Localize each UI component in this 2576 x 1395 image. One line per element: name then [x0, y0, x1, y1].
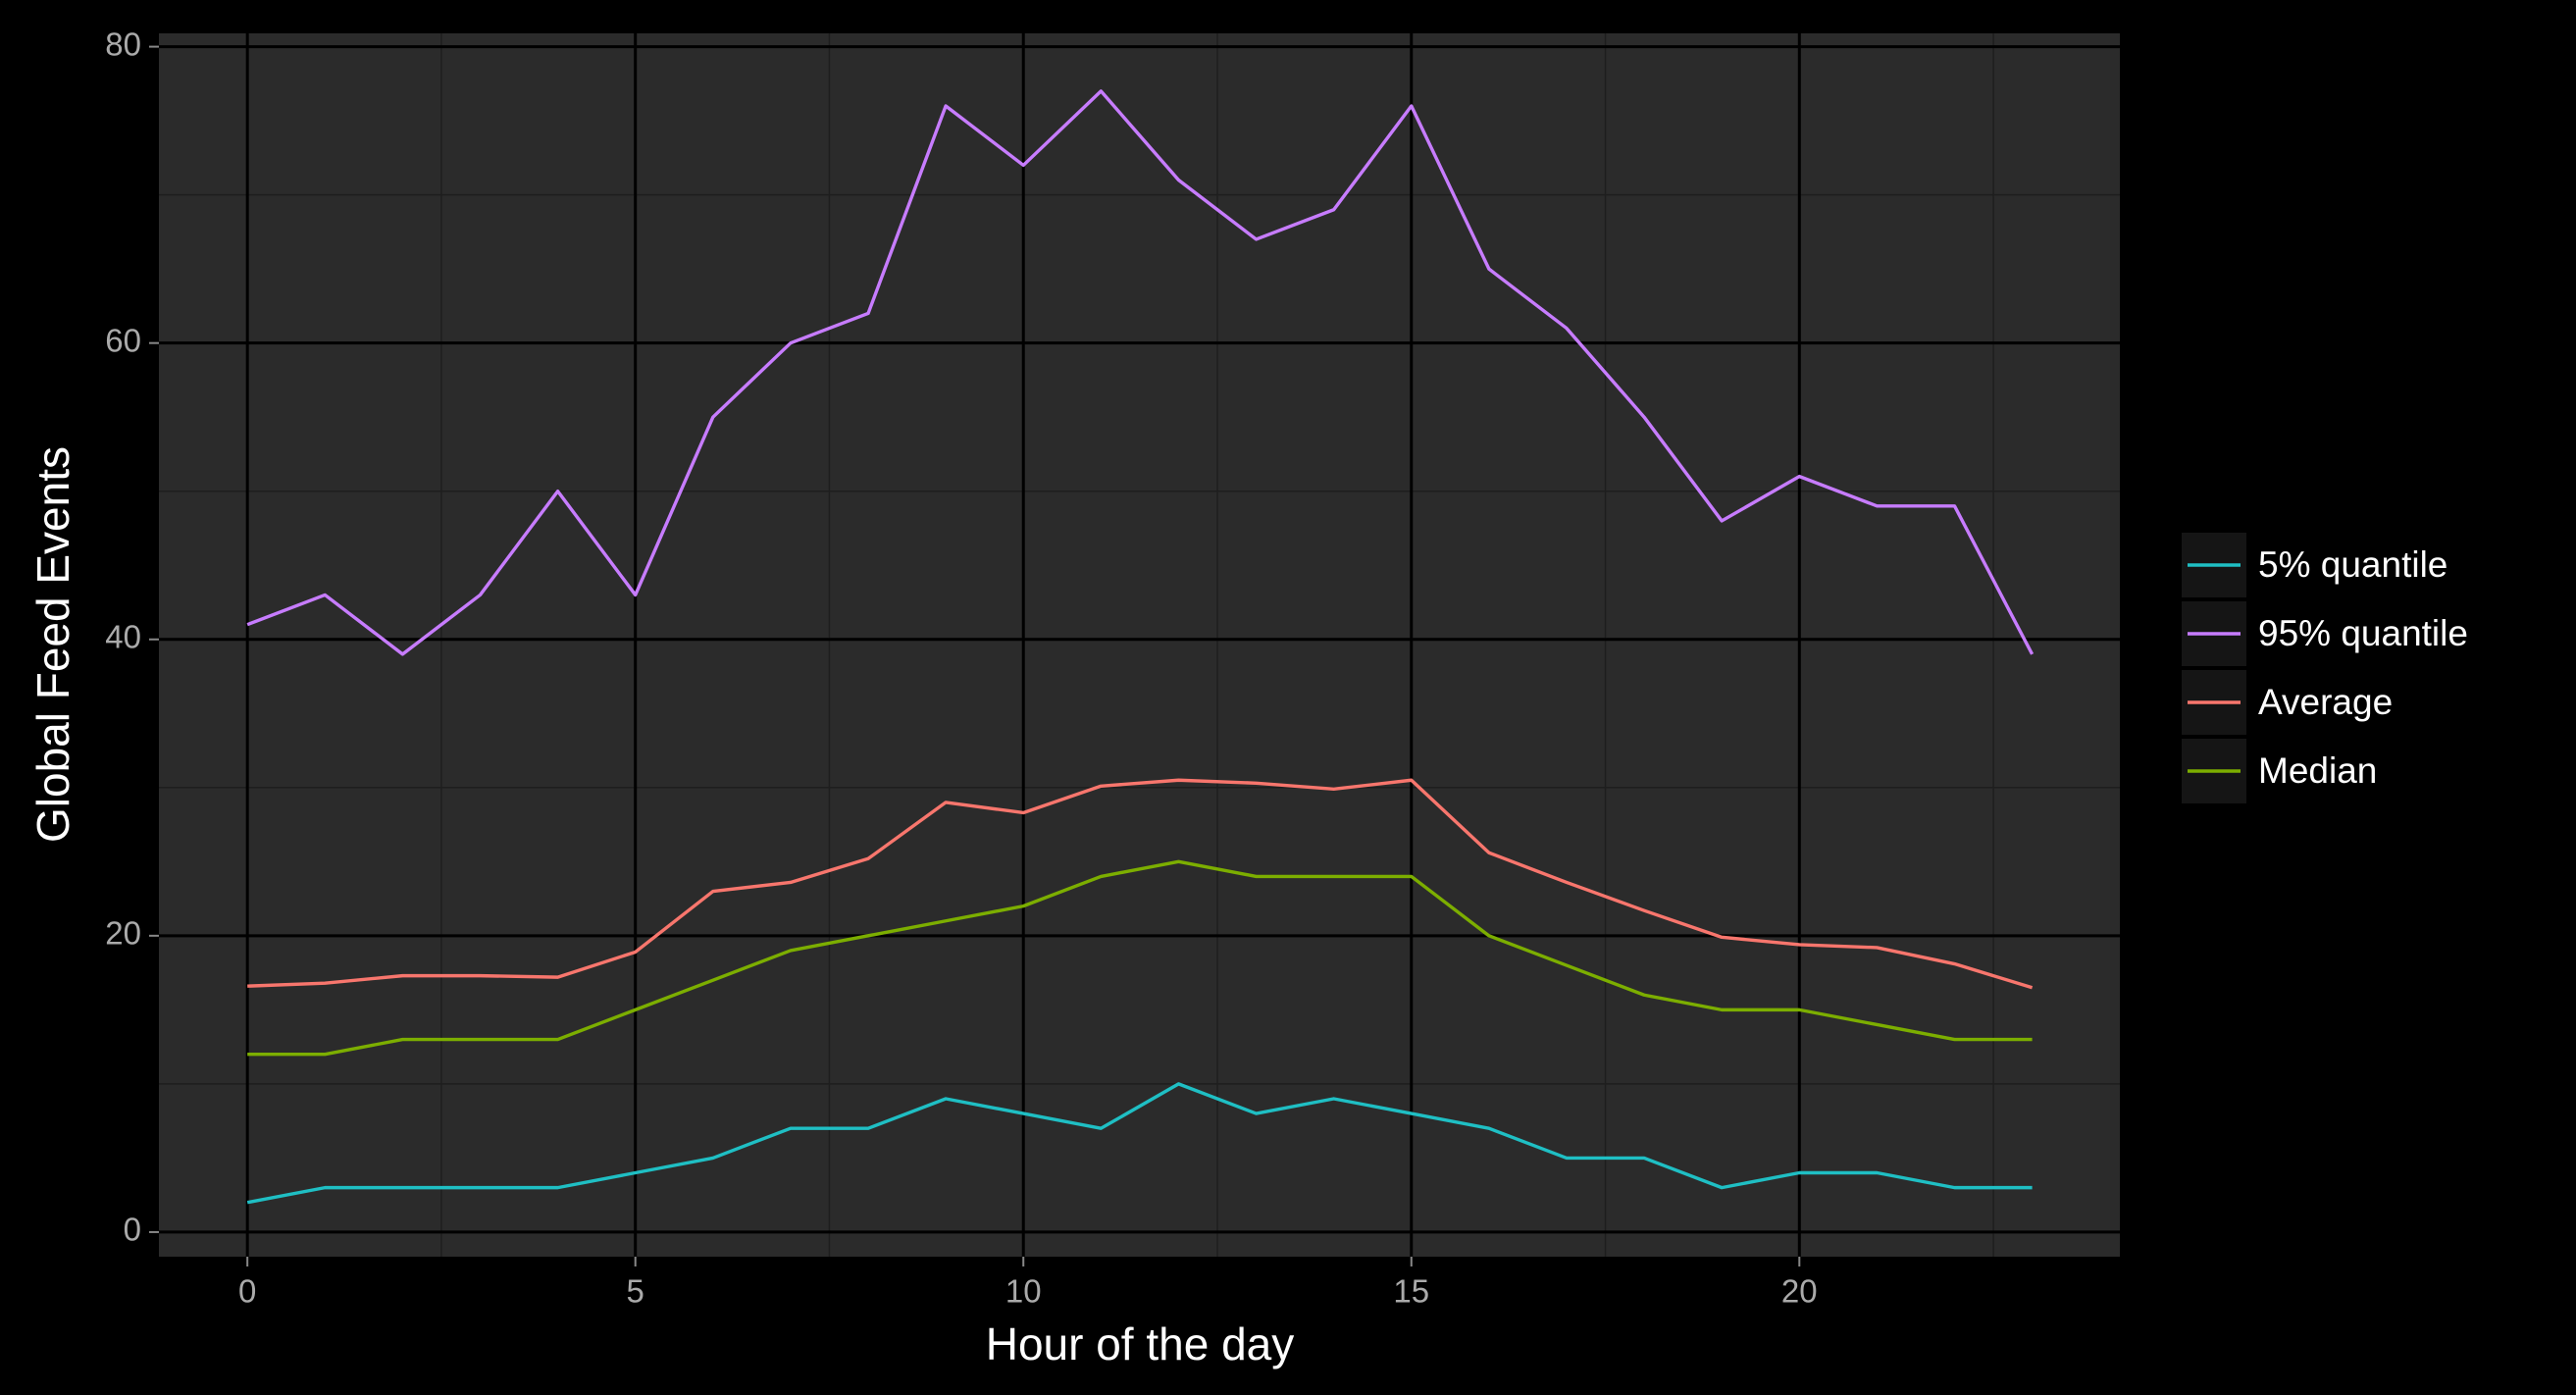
x-tick-label: 10: [1005, 1273, 1042, 1310]
x-axis-title: Hour of the day: [986, 1318, 1295, 1369]
x-tick-label: 20: [1781, 1273, 1818, 1310]
y-tick-label: 80: [105, 26, 141, 62]
legend-label: 5% quantile: [2258, 544, 2447, 585]
series-line: [246, 89, 2035, 656]
y-tick-label: 40: [105, 618, 141, 654]
y-tick-label: 60: [105, 322, 141, 358]
x-tick-label: 0: [238, 1273, 256, 1310]
y-tick-label: 0: [124, 1212, 141, 1248]
series-line: [247, 778, 2034, 990]
series-line: [247, 859, 2033, 1057]
x-tick-label: 15: [1393, 1273, 1429, 1310]
y-axis-title: Global Feed Events: [27, 446, 78, 843]
legend-label: Median: [2258, 750, 2377, 791]
legend-label: 95% quantile: [2258, 613, 2468, 653]
legend-label: Average: [2258, 682, 2393, 722]
series-line: [246, 1082, 2033, 1205]
x-tick-label: 5: [627, 1273, 644, 1310]
y-tick-label: 20: [105, 915, 141, 952]
panel: [159, 33, 2120, 1257]
